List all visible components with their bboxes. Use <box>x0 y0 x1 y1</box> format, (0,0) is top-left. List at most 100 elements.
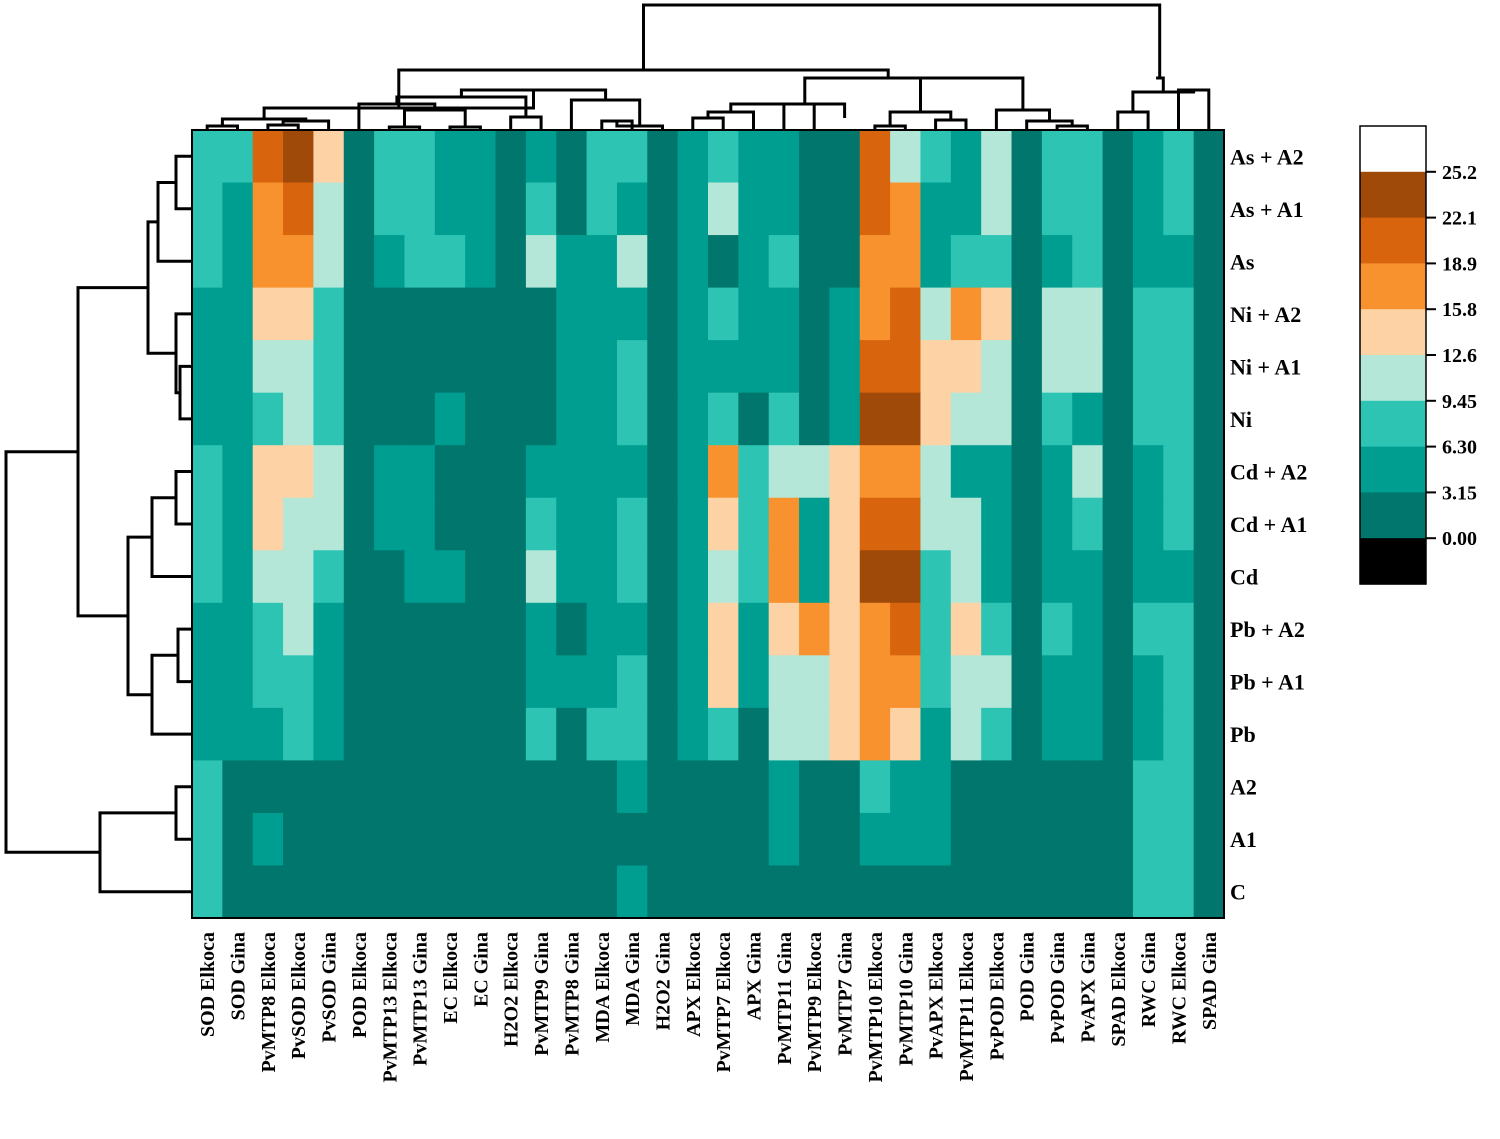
heatmap-cell <box>495 182 527 236</box>
heatmap-cell <box>525 602 557 656</box>
heatmap-cell <box>556 760 588 814</box>
heatmap-cell <box>222 130 254 184</box>
heatmap-cell <box>708 812 739 867</box>
heatmap-cell <box>343 182 375 236</box>
heatmap-cell <box>920 182 952 236</box>
heatmap-cell <box>586 655 618 709</box>
heatmap-cell <box>283 602 315 656</box>
heatmap-cell <box>677 235 709 289</box>
heatmap-cell <box>677 865 709 919</box>
row-dendrogram-link <box>98 811 192 894</box>
col-dendrogram-link <box>1131 90 1196 112</box>
heatmap-cell <box>799 707 831 761</box>
heatmap-cell <box>404 707 436 761</box>
legend-tick-label: 22.1 <box>1442 208 1477 230</box>
heatmap-cell <box>252 182 284 236</box>
heatmap-cell <box>981 445 1013 499</box>
heatmap-cell <box>1193 130 1225 184</box>
col-label: PvMTP9 Elkoca <box>804 932 826 1073</box>
col-label: PvSOD Gina <box>319 932 341 1043</box>
heatmap-cell <box>465 130 497 184</box>
heatmap-cell <box>556 340 588 394</box>
heatmap-cell <box>434 445 466 499</box>
heatmap-cell <box>222 760 254 814</box>
heatmap-cell <box>525 865 557 919</box>
row-dendrogram-link <box>174 785 192 841</box>
heatmap-cell <box>556 655 588 709</box>
col-dendrogram-link <box>642 3 1162 78</box>
heatmap-cell <box>374 392 406 446</box>
col-label: PvAPX Elkoca <box>926 932 948 1059</box>
heatmap-cell <box>616 235 648 289</box>
heatmap-cell <box>768 392 800 446</box>
heatmap-cell <box>1072 865 1104 919</box>
heatmap-cell <box>465 445 497 499</box>
heatmap-cell <box>981 182 1013 236</box>
heatmap-cell <box>859 340 891 394</box>
heatmap-cell <box>708 287 739 341</box>
heatmap-cell <box>374 445 406 499</box>
heatmap-cell <box>192 130 223 184</box>
row-dendrogram-link <box>150 496 192 578</box>
heatmap-cell <box>222 812 254 867</box>
heatmap-cell <box>343 812 375 867</box>
heatmap-cell <box>616 445 648 499</box>
heatmap-cell <box>738 130 770 184</box>
row-dendrogram-link <box>76 286 148 618</box>
heatmap-cell <box>1132 550 1164 604</box>
col-label: PvMTP7 Elkoca <box>713 932 735 1073</box>
heatmap-cell <box>799 287 831 341</box>
heatmap-cell <box>859 707 891 761</box>
heatmap-cell <box>252 130 284 184</box>
heatmap-cell <box>495 235 527 289</box>
heatmap-cell <box>981 707 1013 761</box>
heatmap-cell <box>829 340 861 394</box>
heatmap-cell <box>1102 392 1134 446</box>
heatmap-cell <box>647 655 679 709</box>
heatmap-cell <box>768 760 800 814</box>
heatmap-cell <box>1072 550 1104 604</box>
heatmap-cell <box>768 707 800 761</box>
heatmap-cell <box>799 602 831 656</box>
heatmap-cell <box>950 655 982 709</box>
heatmap-cell <box>1132 707 1164 761</box>
heatmap-cell <box>283 445 315 499</box>
heatmap-cell <box>1011 497 1043 551</box>
heatmap-cell <box>222 655 254 709</box>
heatmap-cell <box>1193 812 1225 867</box>
heatmap-cell <box>1193 182 1225 236</box>
heatmap-cell <box>890 497 922 551</box>
col-label: SPAD Elkoca <box>1108 932 1130 1047</box>
color-legend: 25.2 22.1 18.9 15.8 12.6 9.45 6.30 3.15 0.00 <box>1359 125 1477 585</box>
heatmap-cell <box>313 497 345 551</box>
col-dendrogram-link <box>934 118 968 130</box>
heatmap-cell <box>1163 812 1195 867</box>
col-label: RWC Gina <box>1138 932 1160 1027</box>
heatmap-cell <box>708 182 739 236</box>
heatmap-cell <box>738 392 770 446</box>
heatmap-cell <box>1072 760 1104 814</box>
heatmap-cell <box>343 445 375 499</box>
heatmap-cell <box>252 392 284 446</box>
heatmap-cell <box>799 812 831 867</box>
heatmap-cell <box>586 602 618 656</box>
row-label: As + A1 <box>1230 197 1304 222</box>
col-label: EC Gina <box>470 932 492 1007</box>
row-label: C <box>1230 880 1246 905</box>
heatmap-cell <box>192 707 223 761</box>
col-label: MDA Elkoca <box>592 932 614 1043</box>
heatmap-cell <box>708 550 739 604</box>
heatmap-cell <box>616 392 648 446</box>
heatmap-cell <box>1072 655 1104 709</box>
legend-swatch <box>1360 492 1426 539</box>
heatmap-cell <box>1011 550 1043 604</box>
heatmap-cell <box>192 340 223 394</box>
heatmap-cell <box>647 182 679 236</box>
heatmap-cell <box>586 550 618 604</box>
heatmap-cell <box>1193 550 1225 604</box>
heatmap-cell <box>192 865 223 919</box>
heatmap-cell <box>1163 130 1195 184</box>
heatmap-cell <box>343 707 375 761</box>
heatmap-cell <box>313 235 345 289</box>
heatmap-cell <box>708 445 739 499</box>
